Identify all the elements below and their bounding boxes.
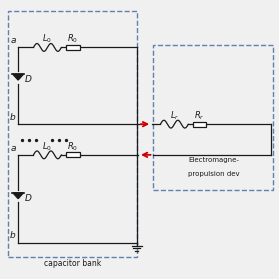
Bar <box>153 45 273 190</box>
Text: $D$: $D$ <box>24 73 33 84</box>
Text: $L_0$: $L_0$ <box>42 33 52 45</box>
Text: $R_r$: $R_r$ <box>194 109 205 122</box>
Text: $L_0$: $L_0$ <box>42 140 52 153</box>
Text: $D$: $D$ <box>24 192 33 203</box>
Text: Electromagne-: Electromagne- <box>188 157 239 163</box>
Text: $R_0$: $R_0$ <box>67 33 78 45</box>
Text: $a$: $a$ <box>10 144 17 153</box>
Text: propulsion dev: propulsion dev <box>187 171 239 177</box>
Bar <box>8 11 137 257</box>
Bar <box>66 152 80 157</box>
Text: $a$: $a$ <box>10 36 17 45</box>
Text: $b$: $b$ <box>9 111 17 122</box>
Text: $b$: $b$ <box>9 230 17 240</box>
Text: $R_0$: $R_0$ <box>67 140 78 153</box>
Text: $L_r$: $L_r$ <box>170 109 179 122</box>
Text: capacitor bank: capacitor bank <box>44 259 101 268</box>
Polygon shape <box>13 193 23 199</box>
Polygon shape <box>13 74 23 80</box>
Bar <box>193 122 206 127</box>
Bar <box>66 45 80 50</box>
